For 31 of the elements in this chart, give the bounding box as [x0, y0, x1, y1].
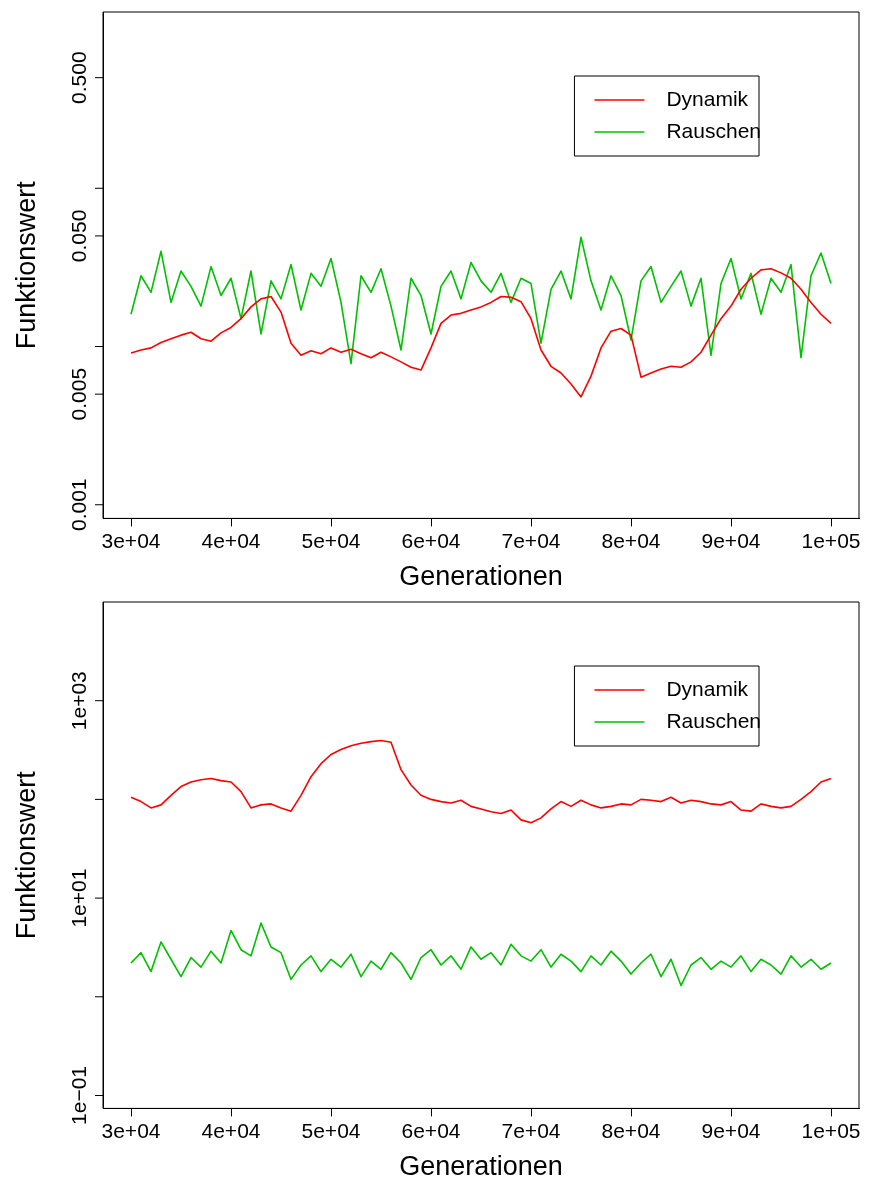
x-tick-label: 1e+05	[801, 528, 861, 552]
x-tick-label: 8e+04	[601, 528, 661, 552]
y-tick-label: 1e−01	[67, 1066, 91, 1125]
y-tick-label: 0.050	[67, 209, 91, 263]
x-tick-label: 3e+04	[101, 1118, 161, 1142]
y-tick-label: 1e+03	[67, 671, 91, 731]
x-axis-title: Generationen	[399, 1151, 563, 1182]
legend-label: Dynamik	[666, 86, 749, 110]
y-axis-title: Funktionswert	[10, 770, 41, 940]
y-tick-label: 0.001	[67, 478, 91, 532]
x-tick-label: 8e+04	[601, 1118, 661, 1142]
legend-label: Rauschen	[666, 118, 761, 142]
x-tick-label: 1e+05	[801, 1118, 861, 1142]
x-tick-label: 5e+04	[301, 528, 361, 552]
x-tick-label: 6e+04	[401, 528, 461, 552]
y-tick-label: 1e+01	[67, 868, 91, 928]
x-tick-label: 5e+04	[301, 1118, 361, 1142]
x-tick-label: 7e+04	[501, 1118, 561, 1142]
x-tick-label: 9e+04	[701, 1118, 761, 1142]
y-axis-title: Funktionswert	[10, 180, 41, 350]
x-tick-label: 4e+04	[201, 528, 261, 552]
x-tick-label: 9e+04	[701, 528, 761, 552]
x-tick-label: 4e+04	[201, 1118, 261, 1142]
x-tick-label: 7e+04	[501, 528, 561, 552]
x-axis-title: Generationen	[399, 561, 563, 592]
legend-label: Dynamik	[666, 676, 749, 700]
y-tick-label: 0.005	[67, 367, 91, 421]
x-tick-label: 3e+04	[101, 528, 161, 552]
legend-label: Rauschen	[666, 708, 761, 732]
x-tick-label: 6e+04	[401, 1118, 461, 1142]
y-tick-label: 0.500	[67, 51, 91, 104]
